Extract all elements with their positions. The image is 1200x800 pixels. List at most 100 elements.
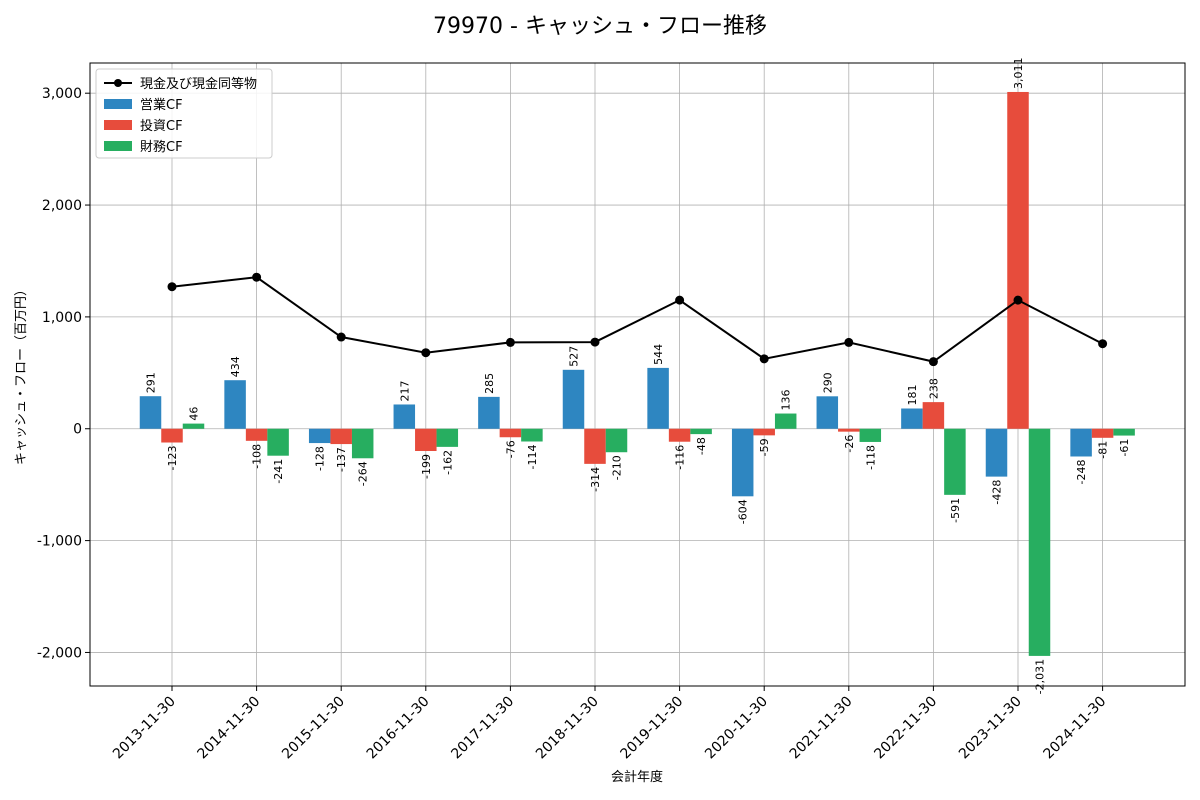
plot-frame xyxy=(89,62,1186,687)
legend-box xyxy=(95,68,273,159)
data-label: 434 xyxy=(229,356,242,377)
data-label: -162 xyxy=(441,450,454,475)
bar xyxy=(1070,428,1092,457)
data-label: -199 xyxy=(420,454,433,479)
data-label: 291 xyxy=(145,372,158,393)
bar xyxy=(584,428,606,464)
data-label: -314 xyxy=(589,467,602,492)
cash-point xyxy=(252,272,262,282)
bar xyxy=(139,396,162,429)
bar xyxy=(838,428,860,432)
x-tick-label: 2020-11-30 xyxy=(702,694,771,763)
x-tick-label: 2014-11-30 xyxy=(195,694,264,763)
cash-point xyxy=(421,348,431,358)
bar xyxy=(774,413,797,429)
y-tick-label: 2,000 xyxy=(42,198,82,214)
bar xyxy=(668,428,691,442)
bar xyxy=(944,428,966,495)
data-label: -123 xyxy=(166,446,179,471)
y-tick-label: 1,000 xyxy=(42,310,82,326)
data-label: -264 xyxy=(357,461,370,486)
data-label: -108 xyxy=(251,444,264,469)
bar xyxy=(859,428,882,442)
legend-swatch xyxy=(104,99,132,109)
legend-swatch xyxy=(104,120,132,130)
data-label: -248 xyxy=(1075,459,1088,484)
cash-point xyxy=(844,337,854,347)
bar xyxy=(521,428,543,442)
y-tick-label: -2,000 xyxy=(37,645,82,661)
bar xyxy=(415,428,437,452)
data-label: -26 xyxy=(843,435,856,453)
data-label: -428 xyxy=(991,480,1004,505)
cash-point xyxy=(759,354,769,364)
data-label: -2,031 xyxy=(1034,659,1047,694)
bar xyxy=(605,428,628,453)
data-label: -116 xyxy=(674,445,687,470)
data-label: -241 xyxy=(272,459,285,484)
data-label: -61 xyxy=(1118,439,1131,457)
bar xyxy=(267,428,289,456)
bar xyxy=(731,428,754,497)
bars-layer xyxy=(139,91,1135,656)
bar xyxy=(901,408,923,429)
data-label: 285 xyxy=(483,373,496,394)
cash-point xyxy=(590,337,600,347)
x-tick-label: 2024-11-30 xyxy=(1041,694,1110,763)
bar xyxy=(922,402,945,429)
legend-label: 営業CF xyxy=(140,97,183,113)
legend-swatch xyxy=(104,141,132,151)
y-tick-label: -1,000 xyxy=(37,534,82,550)
bar xyxy=(985,428,1008,477)
y-tick-label: 3,000 xyxy=(42,86,82,102)
data-label: -59 xyxy=(758,438,771,456)
x-tick-label: 2013-11-30 xyxy=(110,694,179,763)
bar xyxy=(1028,428,1051,656)
cash-point xyxy=(336,332,346,342)
legend-label: 財務CF xyxy=(140,140,183,155)
cash-point xyxy=(928,357,938,367)
data-label: -128 xyxy=(314,446,327,471)
data-label: -210 xyxy=(611,455,624,480)
bar xyxy=(330,428,352,445)
bar xyxy=(436,428,459,447)
data-label: 136 xyxy=(780,390,793,411)
y-tick-label: 0 xyxy=(73,422,82,438)
x-tick-label: 2023-11-30 xyxy=(956,694,1025,763)
line-layer xyxy=(167,272,1108,367)
bar xyxy=(562,369,585,429)
data-label: 527 xyxy=(568,346,581,367)
data-labels-layer: 291 434 -128 217 285 527 544 -604 290 181 -428 -248… xyxy=(145,57,1132,694)
bar xyxy=(499,428,522,438)
cash-point xyxy=(505,337,515,347)
bar xyxy=(224,380,246,429)
bar xyxy=(393,404,416,429)
x-tick-label: 2017-11-30 xyxy=(448,694,517,763)
data-label: 46 xyxy=(188,407,201,421)
x-tick-label: 2015-11-30 xyxy=(279,694,348,763)
bar xyxy=(647,367,669,429)
x-tick-label: 2019-11-30 xyxy=(618,694,687,763)
x-axis-label: 会計年度 xyxy=(611,769,663,785)
legend-label: 現金及び現金同等物 xyxy=(140,76,257,92)
data-label: -591 xyxy=(949,498,962,523)
legend-label: 投資CF xyxy=(140,118,183,134)
x-tick-label: 2022-11-30 xyxy=(871,694,940,763)
bar xyxy=(753,428,775,436)
bar xyxy=(1113,428,1135,436)
data-label: 181 xyxy=(906,385,919,406)
data-label: 217 xyxy=(398,380,411,401)
bar xyxy=(690,428,712,435)
bar xyxy=(816,396,839,429)
data-label: -118 xyxy=(864,445,877,470)
data-label: -81 xyxy=(1097,441,1110,459)
data-label: -137 xyxy=(335,447,348,472)
data-label: 3,011 xyxy=(1012,57,1025,89)
cash-point xyxy=(167,282,177,292)
bar xyxy=(1091,428,1114,438)
bar xyxy=(182,423,205,429)
data-label: 290 xyxy=(821,372,834,393)
